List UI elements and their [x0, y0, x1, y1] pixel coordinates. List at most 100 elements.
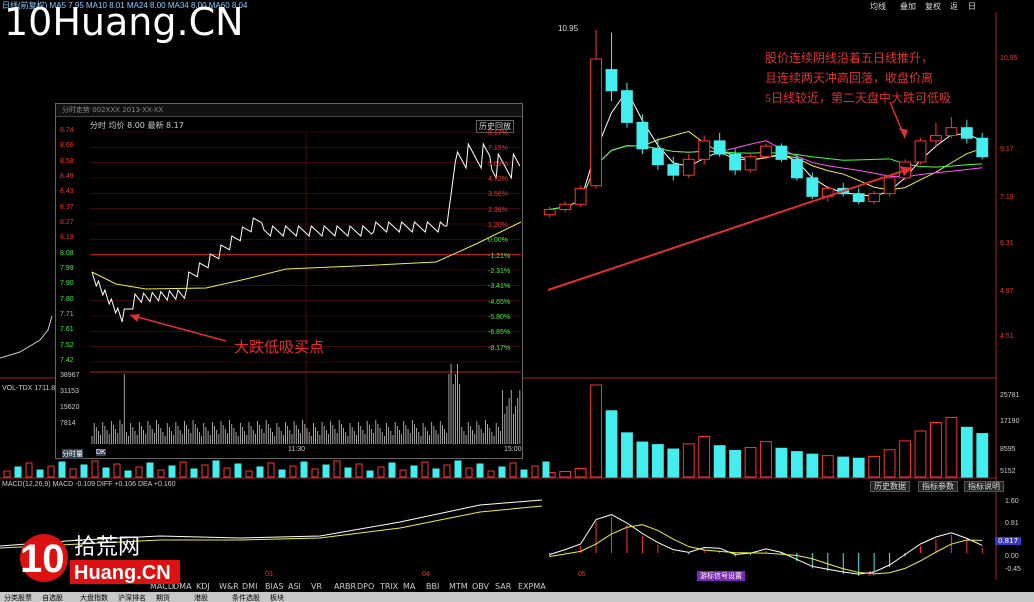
tab-intraday-volume[interactable]: 分时量	[62, 449, 83, 459]
macd-dea-line	[549, 524, 983, 575]
candle-body	[651, 148, 664, 166]
indicator-tab[interactable]: OBV	[472, 582, 490, 591]
logo-mid: 拾荒网	[74, 535, 140, 560]
bottom-tab[interactable]: 港股	[194, 594, 208, 602]
volume-bar	[837, 456, 850, 478]
tab-overlay[interactable]: 叠加	[900, 2, 916, 11]
popup-title[interactable]: 分时走势 002XXX 2013-XX-XX	[56, 104, 522, 117]
bottom-tab[interactable]: 自选股	[42, 594, 63, 602]
volume-bar	[212, 460, 220, 478]
volume-bar	[69, 468, 77, 478]
volume-bar	[713, 445, 726, 478]
history-replay-button[interactable]: 历史回放	[476, 120, 514, 133]
bottom-tab[interactable]: 期货	[156, 594, 170, 602]
macd-diff-line	[549, 514, 983, 575]
volume-bar	[868, 455, 881, 478]
intraday-pct-tick: 1.20%	[488, 222, 508, 229]
indicator-tab[interactable]: MA	[403, 582, 416, 591]
indicator-tab[interactable]: ARBR	[334, 582, 357, 591]
tab-ma[interactable]: 均线	[870, 2, 886, 11]
indicator-tab[interactable]: KDJ	[196, 582, 210, 591]
indicator-help-button[interactable]: 指标说明	[964, 481, 1004, 492]
indicator-tab[interactable]: DMI	[242, 582, 258, 591]
price-axis-tick: 9.17	[1000, 146, 1014, 153]
history-data-button[interactable]: 历史数据	[870, 481, 910, 492]
volume-bar	[667, 448, 680, 478]
volume-bar	[605, 410, 618, 478]
volume-bar	[157, 469, 165, 478]
volume-bar	[256, 466, 264, 478]
buy-point-arrow-line	[129, 314, 227, 342]
macd-axis-tick: 0.81	[1005, 520, 1019, 527]
indicator-params-button[interactable]: 指标参数	[918, 481, 958, 492]
volume-bar	[223, 467, 231, 478]
volume-bar	[410, 465, 418, 478]
intraday-price-tick: 7.61	[60, 326, 74, 334]
candle-body	[713, 140, 726, 155]
volume-bar	[333, 460, 341, 478]
time-label: 11:30	[288, 446, 305, 453]
volume-axis-tick: 8595	[1000, 446, 1016, 453]
volume-bar	[976, 433, 989, 478]
intraday-price-tick: 8.74	[60, 127, 74, 134]
bottom-tab[interactable]: 分类股票	[4, 594, 32, 602]
intraday-pct-tick: 4.72%	[488, 176, 508, 183]
bottom-tab[interactable]: 条件选股	[232, 594, 260, 602]
volume-bar	[190, 468, 198, 478]
indicator-tab[interactable]: W&R	[219, 582, 239, 591]
volume-bar	[487, 470, 495, 478]
indicator-tab[interactable]: ASI	[288, 582, 301, 591]
indicator-tab[interactable]: MTM	[449, 582, 468, 591]
intraday-price-tick: 7.42	[60, 357, 74, 364]
indicator-tab[interactable]: DPO	[357, 582, 375, 591]
intraday-volume-tick: 15620	[60, 404, 80, 411]
bottom-tab[interactable]: 板块	[270, 594, 284, 602]
tab-return[interactable]: 返	[950, 2, 958, 11]
intraday-price-tick: 8.43	[60, 188, 74, 196]
indicator-tab[interactable]: DMA	[173, 582, 192, 591]
price-axis-tick: 10.95	[1000, 55, 1018, 62]
intraday-pct-tick: -1.21%	[488, 252, 511, 260]
cursor-signal-chip[interactable]: 游标信号设置	[697, 571, 745, 581]
candle-body	[806, 177, 819, 197]
tab-dk[interactable]: DK	[96, 449, 106, 456]
indicator-tab[interactable]: VR	[311, 582, 323, 591]
logo-url-bg	[70, 560, 180, 584]
ma-indicators: 日线(前复权) MA5 7.95 MA10 8.01 MA24 8.00 MA3…	[2, 1, 248, 10]
indicator-tab[interactable]: BIAS	[265, 582, 284, 591]
volume-bar	[234, 463, 242, 478]
indicator-tab[interactable]: EXPMA	[518, 582, 546, 591]
volume-bar	[36, 469, 44, 478]
macd-history-line	[0, 499, 543, 547]
candle-body	[775, 145, 788, 160]
indicator-tab[interactable]: BBI	[426, 582, 440, 591]
time-label: 15:00	[504, 446, 522, 453]
volume-bar	[388, 462, 396, 478]
indicator-tab[interactable]: SAR	[495, 582, 512, 591]
volume-bar	[25, 462, 33, 478]
volume-bar	[744, 447, 757, 478]
volume-bar	[58, 461, 66, 478]
candle-body	[960, 127, 973, 139]
tab-period[interactable]: 日	[968, 2, 976, 11]
main-annotation: 股价连续阴线沿着五日线推升， 且连续两天冲高回落，收盘价离 5日线较近，第二天盘…	[765, 48, 951, 108]
intraday-pct-tick: -5.80%	[488, 314, 511, 321]
volume-bar	[80, 464, 88, 478]
volume-bar	[960, 426, 973, 478]
bottom-tab[interactable]: 大盘指数	[80, 594, 108, 602]
indicator-tab[interactable]: TRIX	[380, 582, 399, 591]
volume-bar	[311, 468, 319, 478]
bottom-tab[interactable]: 沪深排名	[118, 594, 146, 602]
price-axis-tick: 6.31	[1000, 240, 1014, 247]
intraday-pct-tick: -4.65%	[488, 298, 511, 306]
date-label: 07	[868, 571, 876, 578]
tab-adjust[interactable]: 复权	[925, 2, 941, 11]
intraday-pct-tick: 7.15%	[488, 145, 508, 153]
candle-body	[852, 193, 865, 203]
intraday-price-line	[91, 142, 521, 323]
volume-bar	[377, 466, 385, 478]
macd-axis-tick: 0.00	[1005, 553, 1019, 560]
candle-body	[682, 158, 695, 176]
indicator-tab[interactable]: MACD	[150, 582, 174, 591]
volume-bar	[651, 444, 664, 478]
